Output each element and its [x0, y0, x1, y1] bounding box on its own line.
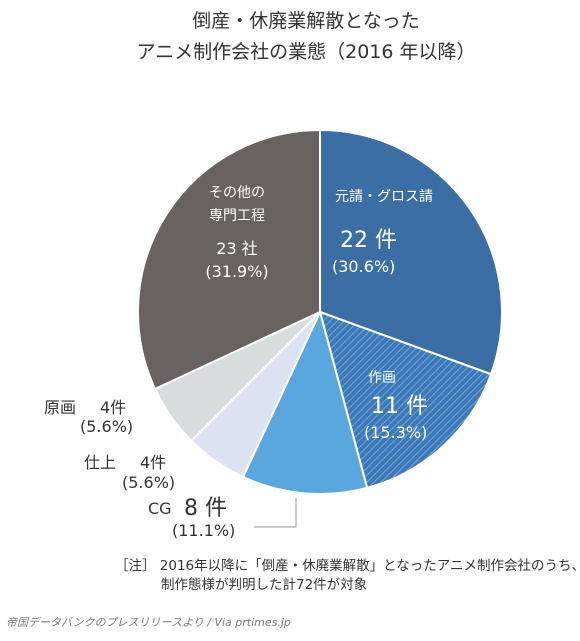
slice-label-shiage-percent: (5.6%) [122, 473, 175, 492]
pie-slice-0 [319, 128, 503, 376]
slice-label-cg-value: 8 件 [184, 496, 227, 521]
slice-label-motouke-percent: (30.6%) [332, 257, 395, 276]
slice-label-sakuga-value: 11 件 [371, 394, 428, 419]
slice-label-other-percent: (31.9%) [205, 262, 268, 281]
slice-label-other-name-2: 専門工程 [209, 208, 265, 224]
slice-label-cg-percent: (11.1%) [172, 521, 235, 540]
pie-slices [137, 128, 503, 495]
slice-label-genga-value: 4件 [100, 398, 126, 417]
slice-label-other-name-1: その他の [209, 185, 265, 201]
pie-slice-1 [318, 310, 493, 490]
slice-label-other-value: 23 社 [216, 239, 257, 258]
slice-label-motouke-name: 元請・グロス請 [335, 189, 433, 205]
cg-leader-line [254, 498, 297, 528]
note-line-1: ［注］ 2016年以降に「倒産・休廃業解散」となったアニメ制作会社のうち、 [115, 557, 580, 574]
slice-label-genga-name: 原画 [44, 398, 76, 417]
slice-label-cg-name: CG [148, 499, 172, 518]
chart-title-line-1: 倒産・休廃業解散となった [192, 10, 419, 32]
slice-label-sakuga-percent: (15.3%) [364, 423, 427, 442]
slice-label-sakuga-name: 作画 [368, 370, 396, 386]
slice-label-shiage-name: 仕上 [84, 453, 116, 472]
slice-label-genga-percent: (5.6%) [80, 417, 133, 436]
note-line-2: 制作態様が判明した計72件が対象 [161, 577, 367, 593]
slice-label-shiage-value: 4件 [140, 453, 166, 472]
slice-label-motouke-value: 22 件 [340, 228, 397, 253]
pie-slice-5 [137, 128, 321, 391]
pie-slice-2 [241, 309, 369, 495]
source-credit: 帝国データバンクのプレスリリースより / Via prtimes.jp [6, 616, 291, 629]
chart-title-line-2: アニメ制作会社の業態（2016 年以降） [136, 41, 475, 63]
